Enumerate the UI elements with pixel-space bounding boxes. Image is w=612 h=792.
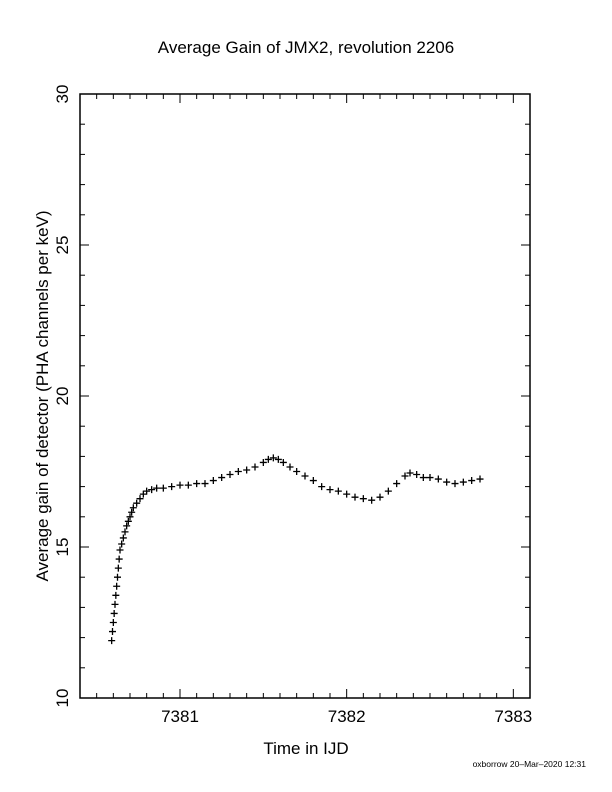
y-tick-label: 10 <box>53 689 72 708</box>
data-point <box>113 582 121 590</box>
data-point <box>121 528 129 536</box>
y-axis: 10 15 20 25 30 <box>53 85 530 708</box>
data-point <box>234 468 242 475</box>
data-point <box>133 499 141 507</box>
data-point <box>124 517 132 525</box>
data-point <box>143 487 151 495</box>
data-point <box>434 475 442 483</box>
y-tick-label: 15 <box>53 538 72 557</box>
data-point <box>376 493 384 501</box>
data-point <box>126 513 134 521</box>
data-point <box>476 475 484 483</box>
data-point <box>343 490 351 498</box>
data-point <box>109 628 116 636</box>
data-point <box>351 493 359 501</box>
data-point <box>153 484 161 492</box>
data-point <box>226 471 234 479</box>
data-point <box>326 486 334 494</box>
data-point <box>251 463 259 471</box>
data-point <box>176 481 184 489</box>
data-point <box>108 637 116 645</box>
data-point <box>139 490 147 498</box>
data-point <box>384 487 392 495</box>
data-point <box>114 564 122 572</box>
data-point <box>264 455 272 463</box>
x-tick-label: 7382 <box>328 707 366 726</box>
y-axis-label: Average gain of detector (PHA channels p… <box>33 210 52 581</box>
data-point <box>110 609 118 617</box>
data-point <box>368 496 376 504</box>
data-point <box>116 546 124 554</box>
data-point <box>274 455 282 463</box>
data-points <box>108 454 484 645</box>
y-tick-label: 20 <box>53 387 72 406</box>
data-point <box>443 478 451 486</box>
plot-frame <box>79 93 531 699</box>
data-point <box>269 454 277 462</box>
data-point <box>413 471 421 479</box>
data-point <box>293 468 301 475</box>
data-point <box>119 534 127 542</box>
data-point <box>111 600 119 608</box>
data-point <box>259 458 267 466</box>
data-point <box>112 591 120 599</box>
chart-title: Average Gain of JMX2, revolution 2206 <box>158 38 454 57</box>
data-point <box>459 478 467 486</box>
data-point <box>209 477 217 485</box>
data-point <box>109 619 117 626</box>
data-point <box>426 474 434 482</box>
data-point <box>159 484 167 492</box>
data-point <box>218 474 226 482</box>
data-point <box>136 495 144 503</box>
data-point <box>393 480 401 488</box>
data-point <box>468 477 476 485</box>
y-tick-label: 30 <box>53 85 72 104</box>
data-point <box>334 487 342 495</box>
data-point <box>286 463 294 471</box>
data-point <box>114 573 121 581</box>
data-point <box>193 480 201 488</box>
data-point <box>318 483 326 491</box>
data-point <box>123 522 131 530</box>
data-point <box>118 540 126 548</box>
data-point <box>148 486 156 494</box>
data-point <box>184 481 192 489</box>
data-point <box>401 472 409 480</box>
footer-stamp: oxborrow 20–Mar–2020 12:31 <box>473 759 587 769</box>
y-tick-label: 25 <box>53 236 72 255</box>
data-point <box>128 508 136 516</box>
data-point <box>359 495 367 503</box>
data-point <box>301 472 309 480</box>
data-point <box>129 504 137 512</box>
data-point <box>309 477 317 485</box>
x-tick-label: 7383 <box>494 707 532 726</box>
data-point <box>406 469 414 477</box>
data-point <box>115 555 123 563</box>
data-point <box>419 474 427 482</box>
data-point <box>201 480 209 488</box>
data-point <box>168 483 176 491</box>
x-axis-label: Time in IJD <box>263 739 348 758</box>
data-point <box>243 466 251 474</box>
x-axis: 7381 7382 7383 <box>96 94 532 726</box>
data-point <box>279 458 287 466</box>
x-tick-label: 7381 <box>161 707 199 726</box>
data-point <box>451 480 459 488</box>
